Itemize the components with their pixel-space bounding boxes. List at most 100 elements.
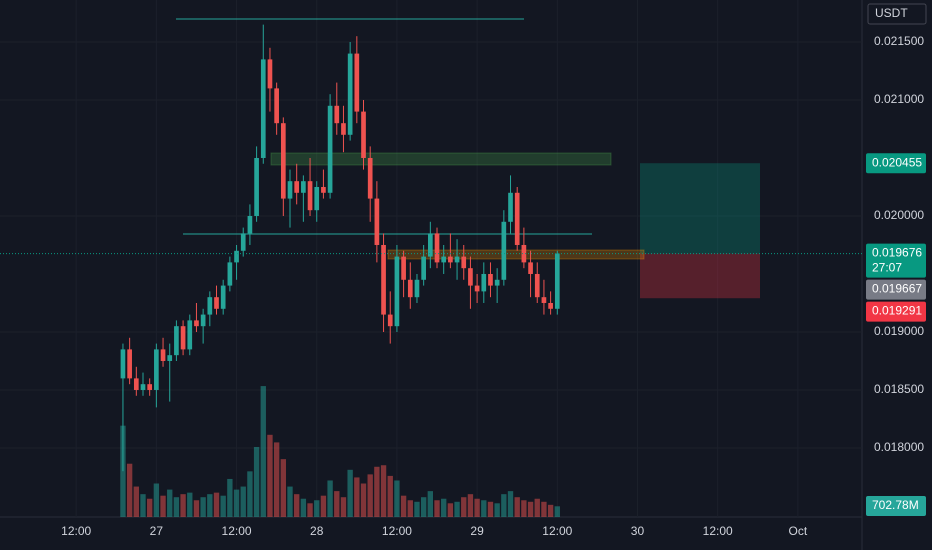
volume-bar <box>140 494 146 517</box>
candle-body <box>167 355 173 361</box>
volume-bar <box>160 495 166 517</box>
volume-bar <box>541 501 547 517</box>
x-tick-label: 12:00 <box>382 524 412 538</box>
candle-body <box>147 384 153 390</box>
volume-bar <box>233 489 240 517</box>
candle-body <box>341 123 346 135</box>
candle-body <box>307 181 313 211</box>
volume <box>120 386 560 517</box>
volume-bar <box>387 475 393 517</box>
candle-body <box>501 221 507 280</box>
candle-body <box>421 256 426 280</box>
x-tick-label: 28 <box>310 524 324 538</box>
volume-bar <box>273 442 280 517</box>
volume-bar <box>334 491 340 517</box>
countdown: 27:07 <box>872 261 902 275</box>
volume-bar <box>126 463 133 517</box>
candle-body <box>534 273 540 298</box>
candle-body <box>407 279 413 298</box>
candle-body <box>454 256 460 263</box>
candle-body <box>314 186 320 211</box>
price-label-box <box>866 153 926 174</box>
volume-bar <box>380 465 387 517</box>
x-tick-label: 30 <box>631 524 645 538</box>
volume-bar <box>487 501 494 517</box>
candle-body <box>214 297 219 309</box>
volume-bar <box>347 469 353 517</box>
candle-body <box>180 326 186 350</box>
price-label: 0.019667 <box>872 282 922 296</box>
volume-label-box <box>866 496 926 516</box>
volume-bar <box>320 495 327 517</box>
volume-bar <box>494 503 500 517</box>
candle-body <box>234 250 239 263</box>
candle-body <box>508 192 513 222</box>
price-label: 0.019291 <box>872 304 922 318</box>
volume-bar <box>547 504 554 517</box>
candle-body <box>448 256 453 263</box>
candle-body <box>427 233 433 257</box>
volume-bar <box>227 478 233 517</box>
y-tick-label: 0.019000 <box>874 324 924 338</box>
candle-body <box>554 253 560 309</box>
candle-body <box>387 314 393 327</box>
candle-body <box>240 233 246 251</box>
volume-bar <box>474 498 480 517</box>
currency-box[interactable] <box>867 3 927 25</box>
volume-bar <box>461 497 467 517</box>
candle-body <box>481 273 487 292</box>
candle-body <box>474 285 480 292</box>
y-tick-label: 0.021500 <box>874 34 924 48</box>
price-label: 0.020455 <box>872 155 922 169</box>
volume-bar <box>307 503 313 517</box>
zone[interactable] <box>270 152 612 166</box>
y-tick-label: 0.021000 <box>874 92 924 106</box>
volume-bar <box>280 459 286 517</box>
volume-bar <box>267 434 273 517</box>
volume-bar <box>447 503 454 517</box>
candle-body <box>267 59 273 89</box>
volume-bar <box>167 489 173 517</box>
candle-body <box>294 181 300 193</box>
volume-bar <box>133 486 139 517</box>
candle-body <box>394 256 400 327</box>
volume-bar <box>434 500 440 517</box>
candle-body <box>347 53 353 135</box>
volume-bar <box>187 492 193 517</box>
candle-body <box>374 198 380 245</box>
volume-bar <box>287 486 293 517</box>
y-tick-label: 0.018000 <box>874 440 924 454</box>
volume-bar <box>120 425 126 517</box>
candle-body <box>321 186 326 193</box>
volume-bar <box>481 500 487 517</box>
candle-body <box>528 262 533 274</box>
volume-bar <box>454 501 460 517</box>
candle-body <box>541 297 547 303</box>
volume-bar <box>354 477 360 517</box>
x-tick-label: 12:00 <box>542 524 572 538</box>
candle-body <box>287 181 293 199</box>
candle-body <box>334 105 340 124</box>
volume-bar <box>514 497 520 517</box>
volume-bar <box>360 483 367 517</box>
volume-label: 702.78M <box>872 498 919 512</box>
volume-bar <box>400 495 407 517</box>
candle-body <box>187 320 193 350</box>
volume-bar <box>240 486 246 517</box>
x-tick-label: 12:00 <box>222 524 252 538</box>
candle-body <box>120 349 126 379</box>
drawings <box>176 18 645 260</box>
zone[interactable] <box>387 249 645 260</box>
volume-bar <box>193 500 200 517</box>
volume-bar <box>507 491 514 517</box>
volume-bar <box>527 501 534 517</box>
candle-body <box>361 111 366 158</box>
x-tick-label: 29 <box>470 524 484 538</box>
candle-body <box>160 349 166 361</box>
currency: USDT <box>875 6 908 20</box>
volume-bar <box>213 492 220 517</box>
position-loss <box>640 253 760 299</box>
candle-body <box>274 88 279 124</box>
